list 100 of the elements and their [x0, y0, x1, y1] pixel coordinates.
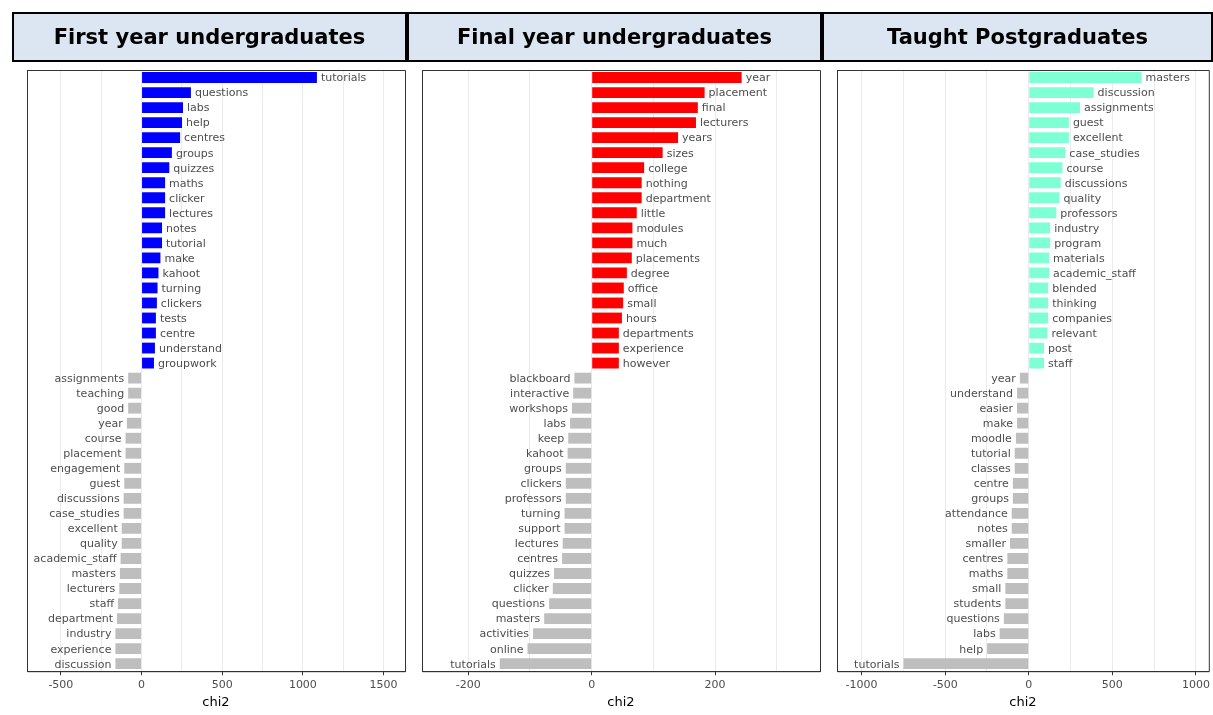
category-label: course [1066, 161, 1104, 175]
bar [142, 192, 166, 204]
category-label: quizzes [173, 161, 215, 175]
category-label: department [645, 191, 711, 205]
category-label: masters [71, 567, 116, 581]
bar [123, 492, 142, 504]
bar [142, 222, 163, 234]
category-label: notes [166, 221, 197, 235]
category-label: academic_staff [33, 552, 117, 566]
bar [1029, 162, 1063, 174]
bar [142, 207, 166, 219]
category-label: centre [973, 477, 1009, 491]
bar [142, 342, 155, 354]
bar [1011, 507, 1029, 519]
bar [117, 613, 142, 625]
bar [1029, 102, 1081, 113]
category-label: centres [184, 131, 225, 145]
bar [533, 628, 592, 640]
category-label: assignments [1084, 101, 1154, 115]
chart-title: Final year undergraduates [407, 12, 822, 62]
bar [592, 312, 622, 324]
bar [142, 117, 183, 129]
bar [142, 87, 191, 98]
bar [115, 658, 142, 670]
x-tick-label: 0 [1025, 677, 1033, 691]
bar [1029, 87, 1094, 98]
bar [1017, 402, 1029, 414]
bar [565, 462, 592, 474]
category-label: tutorials [854, 657, 900, 671]
bar [573, 387, 592, 399]
bar [987, 643, 1029, 655]
bar [592, 282, 624, 294]
bar [592, 117, 696, 129]
bar [999, 628, 1029, 640]
bar [1029, 207, 1057, 219]
bar [562, 538, 592, 549]
bar [1029, 312, 1049, 324]
x-axis-title: chi2 [607, 693, 635, 709]
bar [1029, 72, 1142, 83]
bar [499, 658, 592, 670]
category-label: groupwork [157, 356, 217, 370]
category-label: experience [50, 642, 112, 656]
bar [592, 222, 633, 234]
bar [1029, 297, 1049, 309]
bar [562, 553, 592, 564]
category-label: blended [1052, 281, 1097, 295]
category-label: labs [187, 101, 210, 115]
x-tick-label: 1000 [1181, 677, 1210, 691]
category-label: tutorial [166, 236, 206, 250]
bar [124, 462, 142, 474]
bar [1029, 117, 1069, 129]
category-label: labs [543, 417, 567, 431]
bar [1012, 477, 1029, 489]
bar [1029, 342, 1044, 354]
bar [121, 523, 142, 534]
bar [115, 628, 142, 640]
category-label: nothing [645, 176, 688, 190]
bar [570, 417, 592, 429]
bar [128, 387, 142, 399]
category-label: tutorials [450, 657, 496, 671]
category-label: keep [537, 432, 565, 446]
bar [128, 372, 142, 384]
category-label: assignments [54, 371, 125, 385]
bar [1005, 598, 1029, 609]
x-tick-label: 500 [211, 677, 233, 691]
category-label: labs [973, 627, 996, 641]
category-label: interactive [510, 387, 570, 400]
category-label: guest [89, 477, 121, 491]
category-label: excellent [67, 522, 118, 536]
category-label: modules [636, 221, 684, 235]
category-label: sizes [666, 146, 694, 160]
bar [592, 237, 633, 249]
bar [571, 402, 592, 414]
category-label: college [648, 161, 688, 175]
x-tick-label: -500 [48, 677, 74, 691]
bar [142, 297, 157, 309]
category-label: questions [491, 597, 546, 611]
bar [592, 177, 642, 189]
category-label: engagement [50, 462, 121, 476]
category-label: year [745, 71, 771, 85]
bar [592, 297, 624, 309]
bar [592, 342, 619, 354]
category-label: clicker [513, 582, 549, 596]
x-tick-label: 1000 [288, 677, 317, 691]
category-label: lecturers [66, 582, 116, 596]
x-axis-title: chi2 [1009, 693, 1037, 709]
bar [142, 132, 181, 144]
category-label: clickers [160, 296, 203, 310]
category-label: little [640, 206, 666, 220]
category-label: support [518, 522, 561, 536]
category-label: materials [1052, 251, 1105, 265]
category-label: help [186, 116, 210, 130]
bar [142, 267, 159, 279]
bar [1029, 132, 1069, 144]
category-label: centre [159, 326, 196, 340]
category-label: quality [1063, 191, 1102, 205]
category-label: maths [968, 567, 1004, 581]
bar [592, 252, 632, 264]
bar [592, 102, 698, 113]
category-label: groups [971, 492, 1009, 506]
